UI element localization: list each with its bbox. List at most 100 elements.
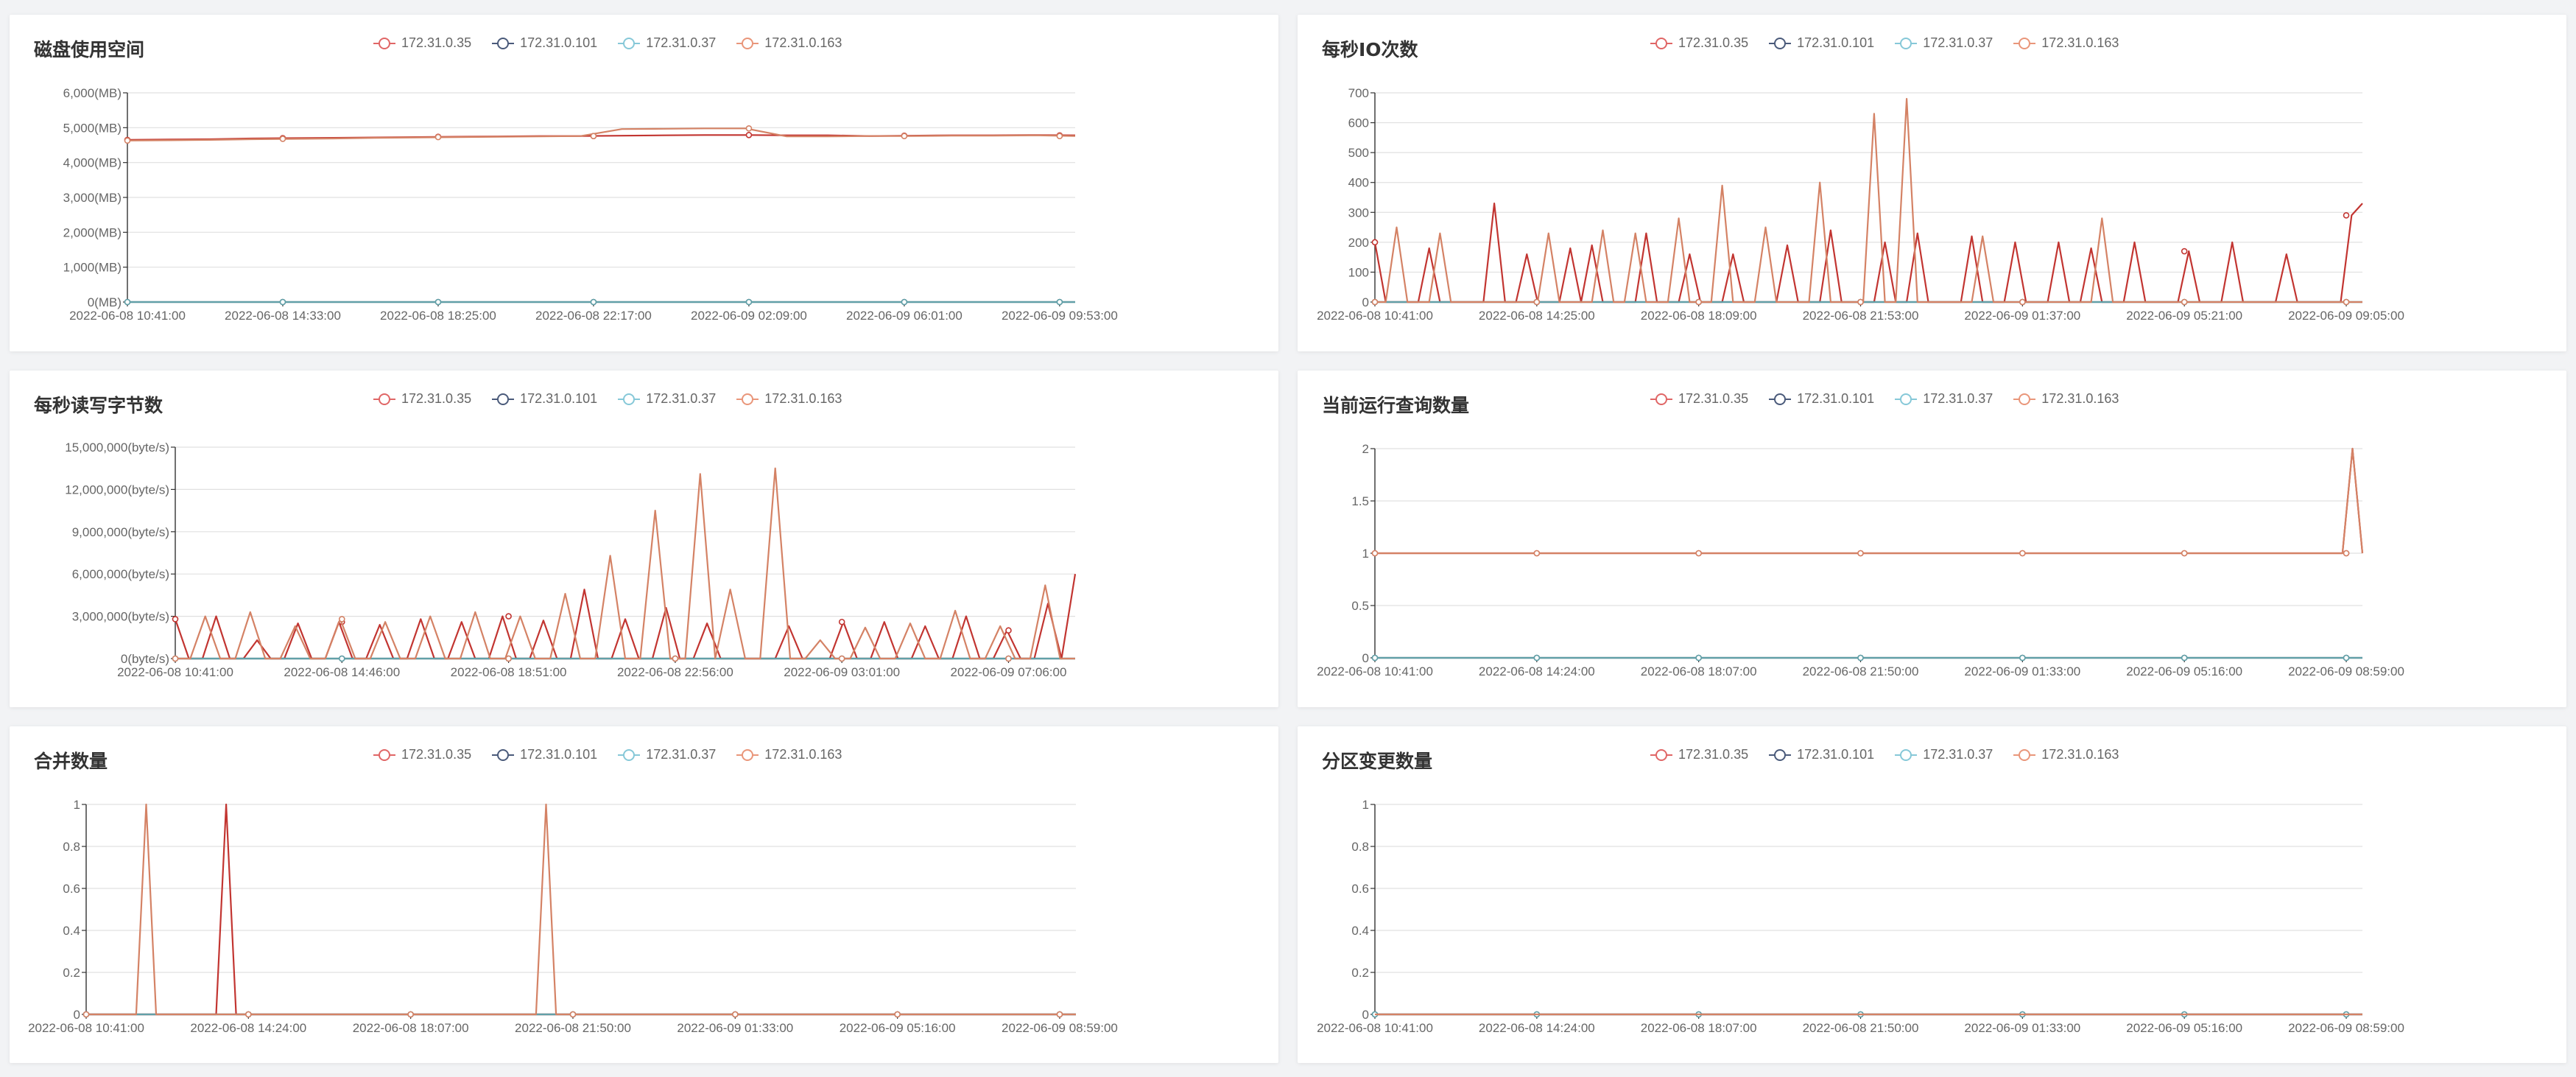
legend-item[interactable]: 172.31.0.35 (1650, 35, 1748, 51)
legend-circle-icon (618, 392, 641, 407)
legend-item[interactable]: 172.31.0.101 (492, 391, 597, 407)
y-tick-label: 3,000(MB) (63, 191, 122, 205)
chart-legend: 172.31.0.35 172.31.0.101 172.31.0.37 172… (1650, 391, 2119, 407)
legend-item[interactable]: 172.31.0.101 (492, 35, 597, 51)
x-tick-label: 2022-06-08 14:46:00 (284, 665, 400, 679)
legend-item[interactable]: 172.31.0.163 (736, 747, 842, 762)
legend-item[interactable]: 172.31.0.163 (2013, 747, 2119, 762)
bytes-per-second-chart[interactable]: 0(byte/s) 3,000,000(byte/s) 6,000,000(byte… (10, 371, 1278, 707)
panel-title: 每秒读写字节数 (34, 395, 163, 416)
panel-title: 磁盘使用空间 (34, 39, 145, 60)
partition-changes-chart[interactable]: 0 0.2 0.4 0.6 0.8 1 2022-06-08 10:41:00 2022-06… (1298, 726, 2566, 1063)
series-point (505, 655, 512, 662)
series-point (1857, 654, 1864, 662)
legend-circle-icon (1895, 36, 1918, 51)
legend-label: 172.31.0.101 (1797, 35, 1875, 50)
legend-item[interactable]: 172.31.0.35 (1650, 391, 1748, 407)
legend-item[interactable]: 172.31.0.101 (1769, 747, 1874, 762)
legend-circle-icon (1769, 36, 1792, 51)
y-tick-label: 0 (74, 1008, 80, 1022)
series-point (82, 1011, 90, 1018)
chart-legend: 172.31.0.35 172.31.0.101 172.31.0.37 172… (373, 35, 842, 51)
y-tick-label: 400 (1348, 176, 1369, 190)
legend-circle-icon (736, 748, 759, 762)
legend-item[interactable]: 172.31.0.101 (492, 747, 597, 762)
x-tick-label: 2022-06-08 14:24:00 (190, 1021, 306, 1035)
y-tick-label: 0.5 (1351, 599, 1369, 613)
legend-circle-icon (1650, 392, 1672, 407)
x-tick-label: 2022-06-08 14:24:00 (1479, 1021, 1595, 1035)
series-point (2019, 654, 2026, 662)
series-point (2181, 248, 2188, 255)
legend-item[interactable]: 172.31.0.35 (373, 391, 471, 407)
legend-item[interactable]: 172.31.0.35 (1650, 747, 1748, 762)
running-queries-chart[interactable]: 0 0.5 1 1.5 2 2022-06-08 10:41:00 2022-06-08 1… (1298, 371, 2566, 707)
series-point (1056, 1011, 1063, 1018)
legend-label: 172.31.0.37 (1923, 391, 1993, 406)
panel-title: 分区变更数量 (1322, 751, 1433, 772)
x-tick-label: 2022-06-09 09:53:00 (1002, 309, 1118, 323)
y-tick-label: 500 (1348, 146, 1369, 160)
x-tick-label: 2022-06-09 01:33:00 (677, 1021, 793, 1035)
y-tick-label: 15,000,000(byte/s) (65, 441, 169, 455)
io-per-second-chart[interactable]: 0 100 200 300 400 500 600 700 2022-06-08 10:41:0… (1298, 15, 2566, 351)
x-tick-label: 2022-06-08 10:41:00 (69, 309, 186, 323)
legend-item[interactable]: 172.31.0.37 (1895, 391, 1993, 407)
y-tick-label: 100 (1348, 265, 1369, 279)
legend-label: 172.31.0.101 (520, 391, 598, 406)
series-line (86, 803, 1076, 1016)
legend-circle-icon (1895, 748, 1918, 762)
legend-label: 172.31.0.35 (1678, 747, 1749, 762)
legend-item[interactable]: 172.31.0.101 (1769, 35, 1874, 51)
x-tick-label: 2022-06-09 08:59:00 (2288, 664, 2404, 678)
series-point (172, 616, 179, 622)
legend-item[interactable]: 172.31.0.35 (373, 747, 471, 762)
legend-circle-icon (618, 36, 641, 51)
panel-partition-changes: 分区变更数量 172.31.0.35 172.31.0.101 172.31.0… (1298, 726, 2566, 1063)
y-tick-label: 1,000(MB) (63, 261, 122, 275)
legend-item[interactable]: 172.31.0.163 (2013, 35, 2119, 51)
series-point (569, 1011, 577, 1018)
y-tick-label: 0.2 (63, 966, 80, 980)
series-point (279, 298, 286, 306)
series-point (2343, 212, 2350, 219)
merges-chart[interactable]: 0 0.2 0.4 0.6 0.8 1 2022-06-08 10:41:00 2022-06… (10, 726, 1278, 1063)
legend-label: 172.31.0.37 (646, 747, 717, 762)
y-tick-label: 1 (1362, 547, 1369, 561)
y-tick-label: 1 (1362, 798, 1369, 812)
legend-item[interactable]: 172.31.0.163 (2013, 391, 2119, 407)
legend-item[interactable]: 172.31.0.35 (373, 35, 471, 51)
series-point (279, 136, 286, 142)
legend-circle-icon (373, 36, 395, 51)
legend-item[interactable]: 172.31.0.101 (1769, 391, 1874, 407)
chart-legend: 172.31.0.35 172.31.0.101 172.31.0.37 172… (373, 391, 842, 407)
x-tick-label: 2022-06-08 18:07:00 (1641, 1021, 1757, 1035)
legend-item[interactable]: 172.31.0.163 (736, 391, 842, 407)
y-tick-label: 5,000(MB) (63, 121, 122, 135)
y-tick-label: 2 (1362, 442, 1369, 456)
legend-item[interactable]: 172.31.0.37 (1895, 747, 1993, 762)
chart-legend: 172.31.0.35 172.31.0.101 172.31.0.37 172… (1650, 747, 2119, 762)
series-point (1056, 298, 1063, 306)
series-point (338, 616, 345, 622)
legend-item[interactable]: 172.31.0.37 (618, 747, 716, 762)
legend-item[interactable]: 172.31.0.37 (618, 391, 716, 407)
series-point (172, 655, 179, 662)
y-tick-label: 1 (74, 798, 80, 812)
legend-item[interactable]: 172.31.0.37 (618, 35, 716, 51)
x-tick-label: 2022-06-08 10:41:00 (1317, 664, 1433, 678)
x-tick-label: 2022-06-08 21:53:00 (1803, 309, 1919, 323)
disk-usage-chart[interactable]: 0(MB) 1,000(MB) 2,000(MB) 3,000(MB) 4,000(MB… (10, 15, 1278, 351)
legend-item[interactable]: 172.31.0.37 (1895, 35, 1993, 51)
legend-label: 172.31.0.35 (401, 747, 472, 762)
series-point (1857, 550, 1864, 557)
series-point (407, 1011, 414, 1018)
series-point (1695, 654, 1702, 662)
y-tick-label: 0.6 (1351, 882, 1369, 896)
series-point (901, 298, 908, 306)
x-tick-label: 2022-06-09 09:05:00 (2288, 309, 2404, 323)
y-tick-label: 0 (1362, 1008, 1369, 1022)
x-tick-label: 2022-06-08 14:33:00 (225, 309, 341, 323)
legend-label: 172.31.0.35 (1678, 35, 1749, 50)
legend-item[interactable]: 172.31.0.163 (736, 35, 842, 51)
